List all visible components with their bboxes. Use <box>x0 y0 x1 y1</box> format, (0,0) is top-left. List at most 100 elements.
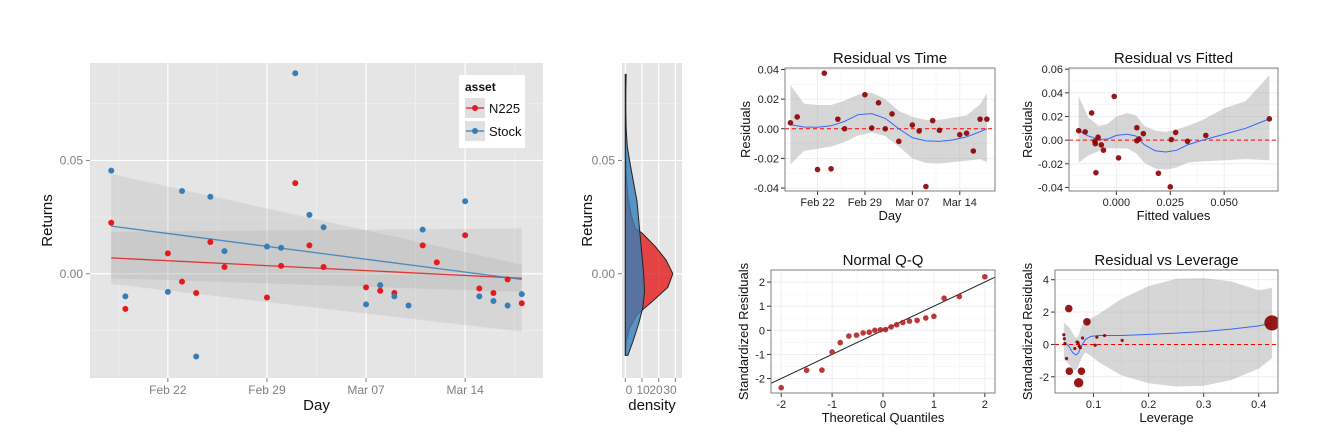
data-point <box>916 128 922 134</box>
data-point <box>984 116 990 122</box>
resid-time-panel: Feb 22 Feb 29 Mar 07 Mar 14 -0.04 -0.02 0.00 0.… <box>738 50 996 223</box>
data-point <box>1077 367 1086 375</box>
data-point <box>1093 169 1099 176</box>
data-point <box>1080 336 1085 340</box>
x-tick-label: Feb 22 <box>149 383 187 397</box>
x-tick-label: 0.1 <box>1086 399 1101 411</box>
data-point-n225 <box>476 285 483 292</box>
data-point <box>835 116 841 122</box>
data-point-stock <box>207 193 214 200</box>
data-point-stock <box>306 211 313 218</box>
data-point-n225 <box>320 263 327 270</box>
panel-border <box>1054 269 1279 394</box>
y-axis-title: Residuals <box>1020 100 1035 158</box>
data-point <box>1093 343 1097 347</box>
x-tick-label: Mar 07 <box>347 383 385 397</box>
data-point-stock <box>504 302 511 309</box>
confidence-band <box>1063 278 1272 387</box>
y-axis-title: Returns <box>39 194 56 247</box>
data-point <box>1065 367 1074 375</box>
data-point <box>778 384 784 391</box>
y-tick-label: 0.00 <box>1042 135 1063 147</box>
y-tick-label: -2 <box>1039 372 1049 384</box>
x-tick-label: 0.050 <box>1210 197 1238 209</box>
data-point-n225 <box>164 250 171 257</box>
resid-leverage-panel: 0.1 0.2 0.3 0.4 -2 0 2 4 Residual vs Leverage Lev… <box>1020 252 1279 425</box>
confidence-band-n225 <box>111 228 522 332</box>
legend-key-point <box>472 128 478 134</box>
data-point-n225 <box>221 263 228 270</box>
panel-title: Residual vs Leverage <box>1094 252 1238 269</box>
data-point <box>1095 335 1099 339</box>
y-tick-label: 0.02 <box>758 94 779 106</box>
data-point <box>846 333 852 339</box>
data-point <box>963 130 970 137</box>
x-tick-label: Mar 14 <box>446 383 484 397</box>
data-point <box>837 339 844 346</box>
x-tick-label: 10 <box>636 383 650 397</box>
x-tick-label: 0.2 <box>1141 399 1156 411</box>
y-axis-title: Residuals <box>738 100 753 158</box>
data-point-stock <box>391 293 398 300</box>
legend-label-stock: Stock <box>489 124 522 139</box>
density-area-stock <box>624 73 646 356</box>
x-tick-label: 2 <box>982 399 988 411</box>
data-point-n225 <box>363 284 370 291</box>
data-point <box>896 138 902 145</box>
y-tick-label: -0.04 <box>754 183 779 195</box>
data-point <box>923 183 929 190</box>
y-tick-label: 0.00 <box>758 124 779 136</box>
normal-qq-panel: -2 -1 0 1 2 -2 -1 0 1 2 Normal Q-Q Theoretical Quan… <box>736 252 996 425</box>
data-point-stock <box>363 301 370 308</box>
data-point <box>914 317 920 324</box>
data-point-n225 <box>518 300 525 307</box>
data-point <box>1168 136 1175 143</box>
legend-title: asset <box>465 80 496 94</box>
y-tick-label: -2 <box>755 374 765 386</box>
smooth-line <box>1078 118 1270 153</box>
data-point <box>853 332 860 338</box>
data-point <box>1167 184 1174 190</box>
data-point-stock <box>164 288 171 295</box>
data-point-stock <box>292 70 299 77</box>
y-tick-label: -0.02 <box>1038 159 1063 171</box>
plot-area <box>1069 75 1278 190</box>
y-tick-label: 2 <box>759 277 765 289</box>
data-point-stock <box>518 291 525 298</box>
data-point-n225 <box>263 294 270 301</box>
data-point-n225 <box>278 262 285 269</box>
x-axis-title: Fitted values <box>1137 208 1211 223</box>
x-tick-label: Feb 29 <box>248 383 286 397</box>
panel-border <box>1068 67 1279 192</box>
panel-title: Normal Q-Q <box>843 252 924 269</box>
data-point <box>794 114 800 120</box>
data-point <box>893 321 900 328</box>
confidence-band <box>790 85 987 165</box>
data-point-n225 <box>433 259 440 266</box>
data-point <box>1078 346 1082 350</box>
data-point <box>862 91 868 98</box>
data-point <box>1203 132 1209 139</box>
x-axis-title: Theoretical Quantiles <box>822 410 945 425</box>
data-point-stock <box>320 224 327 231</box>
data-point-stock <box>419 226 426 233</box>
x-tick-label: 1 <box>931 399 937 411</box>
data-point <box>1063 342 1067 346</box>
data-point-n225 <box>377 287 384 294</box>
data-point <box>821 70 828 76</box>
data-point <box>1064 304 1073 313</box>
legend-label-n225: N225 <box>489 101 520 116</box>
data-point <box>956 293 963 300</box>
panel-title: Residual vs Fitted <box>1114 50 1233 67</box>
data-point-stock <box>462 198 469 205</box>
data-point <box>1076 341 1080 345</box>
y-tick-label: 0 <box>759 325 765 337</box>
data-point <box>1134 124 1140 131</box>
data-point <box>1266 116 1273 122</box>
data-point-stock <box>122 293 129 300</box>
y-tick-label: 0 <box>1043 339 1049 351</box>
legend: asset N225 Stock <box>459 75 525 148</box>
data-point-n225 <box>462 232 469 239</box>
y-tick-label: 2 <box>1043 307 1049 319</box>
x-axis-title: Day <box>303 397 330 414</box>
